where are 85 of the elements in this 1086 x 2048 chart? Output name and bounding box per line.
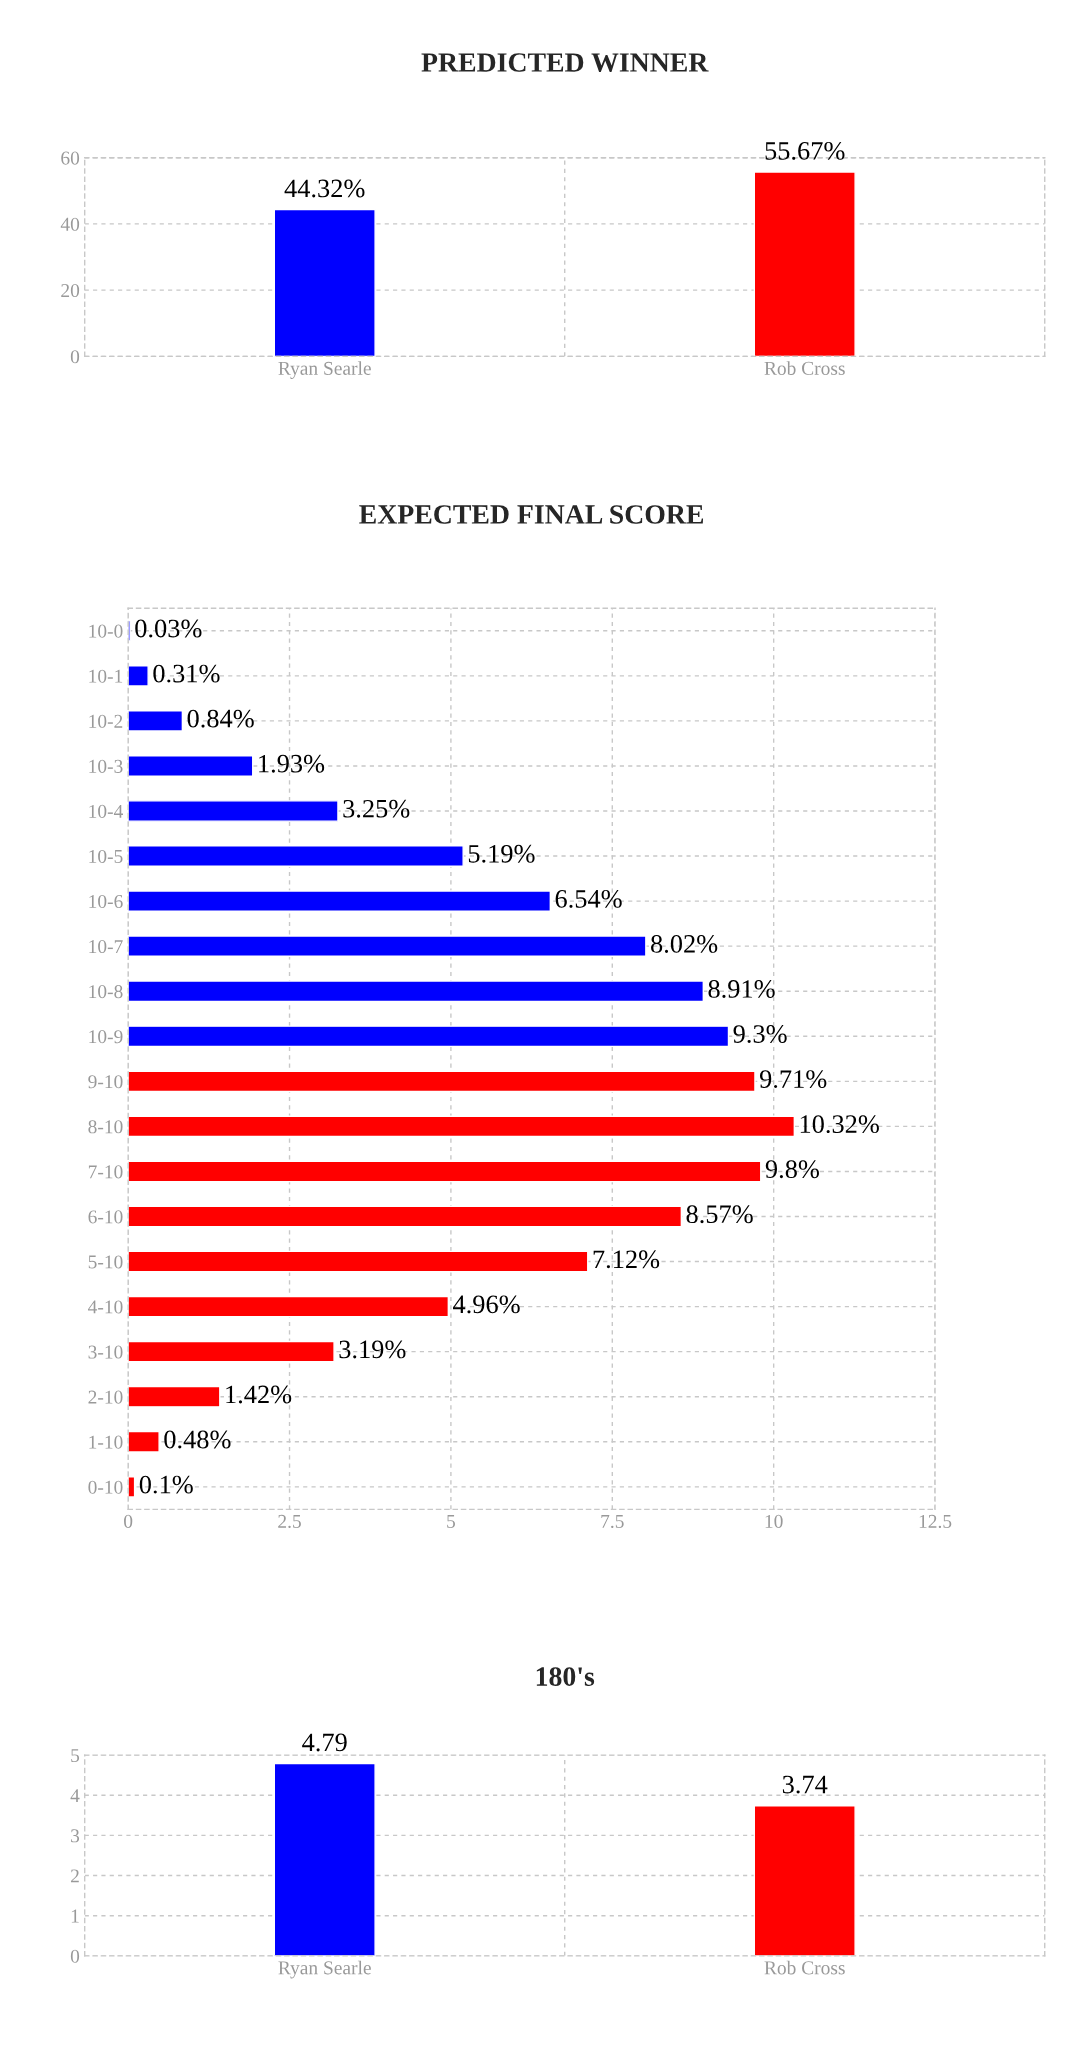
data-label: 0.84% [187,709,254,728]
y-tick-label: 10-1 [89,669,123,683]
x-tick-label: 0 [124,1514,133,1528]
y-tick-label: 3-10 [88,1345,123,1359]
bar [128,1205,683,1228]
data-label: 9.3% [733,1025,787,1044]
y-tick-label: 9-10 [88,1075,123,1089]
data-label: 0.1% [139,1475,193,1494]
chart-title: EXPECTED FINAL SCORE [359,505,704,524]
bar [128,665,149,687]
x-tick-label: 7.5 [601,1515,624,1529]
y-tick-label: 60 [61,151,80,165]
bar [128,1115,796,1138]
y-tick-label: 1 [71,1909,79,1923]
x-tick-label: Ryan Searle [278,1960,371,1979]
y-tick-label: 10-5 [89,849,123,863]
y-tick-label: 7-10 [88,1165,123,1179]
data-label: 8.91% [708,980,775,998]
bar [128,1160,762,1183]
y-tick-label: 10-3 [89,759,123,773]
y-tick-label: 2 [70,1869,79,1883]
bar [128,980,704,1003]
x-tick-label: 2.5 [278,1514,301,1529]
bar [128,845,464,867]
data-label: 1.93% [259,754,325,773]
data-label: 5.19% [468,844,535,863]
data-label: 7.12% [593,1250,660,1269]
data-label: 9.8% [765,1160,819,1179]
y-tick-label: 10-0 [89,624,123,638]
data-label: 0.31% [153,664,220,683]
y-tick-label: 10-9 [89,1030,123,1044]
y-tick-label: 2-10 [88,1390,123,1404]
x-tick-label: 12.5 [919,1514,952,1529]
data-label: 3.74 [782,1775,828,1794]
bar [128,800,339,822]
bar [128,1025,730,1048]
data-label: 0.48% [164,1430,231,1449]
y-tick-label: 10-7 [89,939,123,954]
data-label: 1.42% [226,1385,292,1404]
y-tick-label: 10-4 [89,804,123,818]
data-label: 8.02% [651,934,718,953]
data-label: 9.71% [759,1070,827,1089]
y-tick-label: 0 [70,350,80,364]
chart-title: PREDICTED WINNER [421,53,709,73]
bar [128,1070,756,1093]
x-tick-label: 5 [447,1515,456,1528]
y-tick-label: 20 [61,283,80,298]
data-label: 4.79 [302,1733,347,1752]
x-tick-label: Rob Cross [764,1960,845,1975]
data-label: 0.03% [135,619,202,638]
data-label: 3.19% [339,1340,406,1359]
y-tick-label: 8-10 [88,1120,123,1134]
x-tick-label: Ryan Searle [278,361,371,379]
data-label: 55.67% [765,141,845,160]
y-tick-label: 10-2 [89,714,123,728]
y-tick-label: 10-8 [89,985,123,999]
data-label: 4.96% [453,1295,520,1314]
y-tick-label: 40 [60,217,80,231]
bar [128,890,552,912]
y-tick-label: 6-10 [88,1210,123,1224]
x-tick-label: 10 [765,1514,783,1528]
y-tick-label: 10-6 [89,894,123,909]
bar [128,1340,335,1363]
x-tick-label: Rob Cross [764,361,845,375]
data-label: 6.54% [555,889,622,908]
bar [128,710,184,732]
chart-title: 180's [536,1667,595,1686]
bar [128,1430,160,1453]
bar [128,1385,221,1408]
y-tick-label: 0-10 [88,1480,123,1494]
bar [128,935,647,958]
y-tick-label: 1-10 [89,1435,123,1449]
y-tick-label: 3 [71,1829,80,1843]
bar [128,1250,589,1273]
y-tick-label: 0 [70,1949,80,1963]
y-tick-label: 4 [70,1789,80,1803]
y-tick-label: 4-10 [88,1300,123,1314]
data-label: 3.25% [343,799,410,818]
bar [128,1295,450,1318]
bar [128,755,254,777]
y-tick-label: 5 [71,1749,80,1763]
data-label: 10.32% [800,1115,879,1134]
data-label: 8.57% [686,1205,753,1224]
data-label: 44.32% [284,179,365,198]
y-tick-label: 5-10 [88,1255,123,1269]
